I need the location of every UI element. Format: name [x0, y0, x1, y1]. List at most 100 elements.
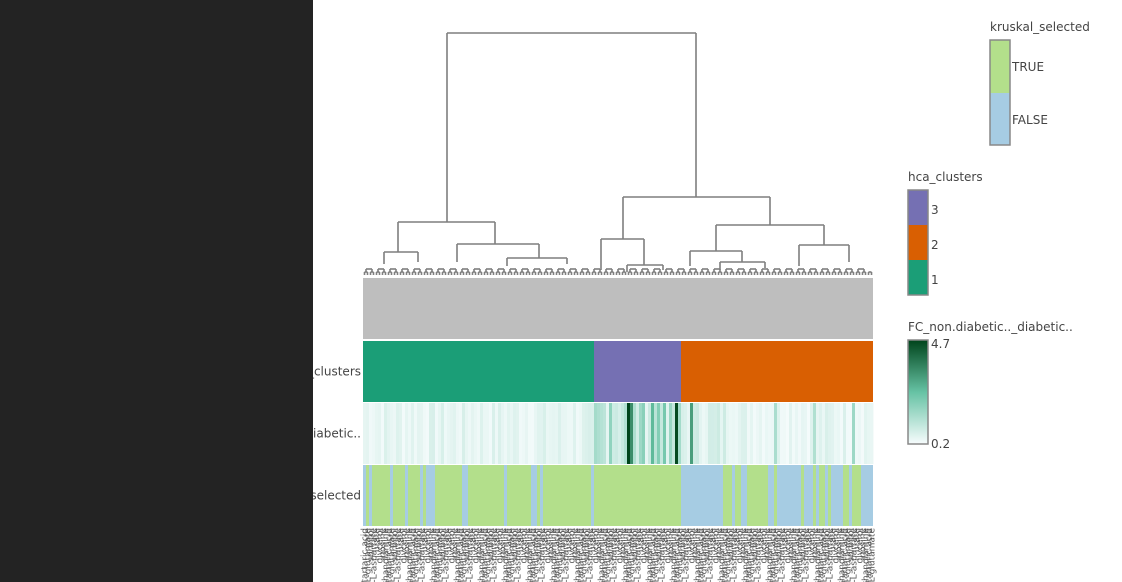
x-tick-label: urate [661, 528, 671, 552]
fc-cell [747, 403, 751, 464]
kruskal-false-cell [804, 465, 813, 526]
x-tick-label: L-glutamate [844, 528, 854, 582]
fc-cell [363, 403, 367, 464]
fc-cell [567, 403, 571, 464]
x-tick-label: tartaric acid [505, 528, 515, 582]
fc-cell [840, 403, 844, 464]
fc-cell [714, 403, 718, 464]
legend-label-cluster-2: 2 [931, 238, 939, 252]
fc-cell [741, 403, 745, 464]
kruskal-false-cell [741, 465, 747, 526]
fc-cell [804, 403, 808, 464]
fc-cell [705, 403, 709, 464]
fc-cell [519, 403, 523, 464]
x-tick-label: inosine [475, 528, 485, 561]
x-tick-label: tartaric acid [817, 528, 827, 582]
x-tick-label: N-acetyl-L-aspartate [586, 528, 596, 582]
x-tick-label: sorbitol [463, 528, 473, 562]
kruskal-false-cell [681, 465, 723, 526]
legends: kruskal_selected TRUE FALSE hca_clusters 3 2 1… [907, 20, 1090, 451]
fc-cell [771, 403, 775, 464]
x-tick-label: N-acetyl-L-aspartate [682, 528, 692, 582]
row-label-hca_clusters: _clusters [307, 365, 361, 379]
fc-cell [699, 403, 703, 464]
kruskal-false-cell [849, 465, 852, 526]
x-tick-label: glycerol [568, 528, 578, 564]
x-tick-label: L-glutamate [532, 528, 542, 582]
fc-cell [546, 403, 550, 464]
x-tick-label: glycerol [496, 528, 506, 564]
fc-cell [858, 403, 862, 464]
x-tick-label: sorbitol [415, 528, 425, 562]
x-tick-label: L-glutamate [388, 528, 398, 582]
fc-cell [525, 403, 529, 464]
x-tick-label: N-acetyl-L-aspartate [490, 528, 500, 582]
fc-cell [738, 403, 742, 464]
x-tick-label: tartaric acid [433, 528, 443, 582]
x-tick-label: urate [781, 528, 791, 552]
x-tick-label: urate [589, 528, 599, 552]
legend-swatch-cluster-1 [908, 260, 928, 295]
x-tick-label: N-acetyl-L-aspartate [514, 528, 524, 582]
legend-title-fc: FC_non.diabetic.._diabetic.. [908, 320, 1073, 334]
x-tick-label: sorbitol [751, 528, 761, 562]
x-tick-label: L-glutamate [772, 528, 782, 582]
x-tick-label: sorbitol [823, 528, 833, 562]
fc-cell [690, 403, 694, 464]
fc-cell [459, 403, 463, 464]
kruskal-false-cell [825, 465, 828, 526]
x-tick-label: N-acetyl-L-aspartate [802, 528, 812, 582]
fc-cell [423, 403, 427, 464]
fc-cell [648, 403, 652, 464]
x-tick-label: sorbitol [631, 528, 641, 562]
fc-cell [642, 403, 646, 464]
x-tick-label: tartaric acid [841, 528, 851, 582]
x-tick-label: tartaric acid [673, 528, 683, 582]
x-tick-label: inosine [595, 528, 605, 561]
x-tick-label: N-acetyl-L-aspartate [778, 528, 788, 582]
fc-cell [831, 403, 835, 464]
x-tick-label: urate [685, 528, 695, 552]
x-tick-label: urate [757, 528, 767, 552]
fc-cell [720, 403, 724, 464]
x-tick-label: sorbitol [703, 528, 713, 562]
fc-cell [666, 403, 670, 464]
fc-cell [558, 403, 562, 464]
legend-min-fc: 0.2 [931, 437, 950, 451]
x-tick-label: N-acetyl-L-aspartate [466, 528, 476, 582]
x-tick-label: ethanolamine [862, 528, 872, 582]
fc-cell [837, 403, 841, 464]
fc-cell [543, 403, 547, 464]
x-tick-label: N-acetyl-L-aspartate [394, 528, 404, 582]
x-tick-label: ethanolamine [502, 528, 512, 582]
x-tick-label: glycerol [616, 528, 626, 564]
fc-cell [498, 403, 502, 464]
kruskal-false-cell [591, 465, 594, 526]
fc-cell [732, 403, 736, 464]
x-tick-label: L-glutamate [604, 528, 614, 582]
x-tick-label: urate [397, 528, 407, 552]
legend-max-fc: 4.7 [931, 337, 950, 351]
x-tick-label: glycerol [664, 528, 674, 564]
x-tick-label: ethanolamine [430, 528, 440, 582]
legend-swatch-true [990, 40, 1010, 93]
fc-cell [603, 403, 607, 464]
fc-cell [531, 403, 535, 464]
fc-cell [693, 403, 697, 464]
x-tick-label: L-glutamate [676, 528, 686, 582]
fc-cell [636, 403, 640, 464]
fc-cell [375, 403, 379, 464]
fc-cell [489, 403, 493, 464]
x-tick-label: N-acetyl-L-aspartate [850, 528, 860, 582]
x-tick-label: sorbitol [775, 528, 785, 562]
x-tick-label: inosine [859, 528, 869, 561]
x-tick-label: inosine [691, 528, 701, 561]
fc-cell [852, 403, 856, 464]
x-tick-label: tartaric acid [385, 528, 395, 582]
x-tick-label: ethanolamine [790, 528, 800, 582]
x-tick-label: N-acetyl-L-aspartate [418, 528, 428, 582]
x-tick-label: tartaric acid [769, 528, 779, 582]
x-tick-label: L-glutamate [364, 528, 374, 582]
x-tick-label: L-glutamate [652, 528, 662, 582]
kruskal-false-cell [369, 465, 372, 526]
